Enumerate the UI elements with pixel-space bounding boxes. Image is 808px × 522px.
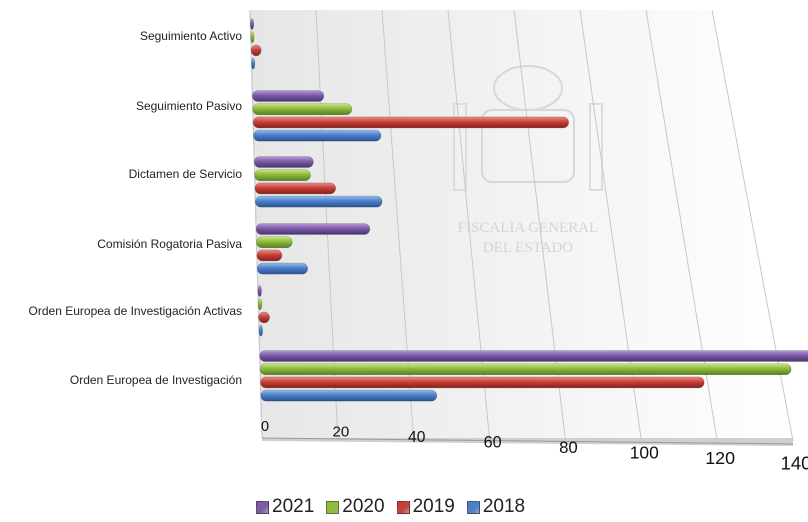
bar-2021 [253, 156, 314, 168]
category-label: Orden Europea de Investigación Activas [29, 304, 242, 318]
x-tick-label: 20 [332, 423, 349, 440]
x-tick-label: 140 [781, 452, 808, 473]
gridline [249, 9, 263, 439]
watermark: FISCALIA GENERAL DEL ESTADO [453, 65, 603, 256]
bars [250, 18, 808, 402]
x-tick-label: 100 [630, 442, 659, 462]
category-label: Comisión Rogatoria Pasiva [97, 237, 242, 251]
bar-2018 [258, 324, 263, 337]
bar-2019 [260, 376, 705, 389]
bar-2020 [252, 103, 353, 115]
bar-2019 [252, 116, 569, 129]
bar-2019 [254, 182, 336, 195]
legend-label: 2020 [342, 496, 385, 517]
bar-2021 [252, 90, 325, 102]
legend-item-2018: 2018 [466, 496, 526, 518]
watermark-text: DEL ESTADO [483, 240, 573, 256]
bar-2020 [257, 298, 263, 311]
legend-label: 2019 [412, 496, 455, 517]
x-tick-label: 0 [261, 419, 269, 435]
legend-item-2020: 2020 [326, 496, 385, 518]
bar-2020 [259, 363, 792, 376]
x-axis-ticks: 0 20 40 60 80 100 120 140 [261, 419, 808, 473]
bar-2020 [256, 236, 293, 248]
bar-2019 [256, 249, 283, 262]
watermark-shield [481, 109, 575, 183]
x-tick-label: 40 [408, 429, 426, 446]
bar-2018 [255, 195, 383, 208]
legend-swatch [396, 500, 410, 514]
watermark-column [453, 103, 467, 191]
x-tick-label: 60 [484, 433, 502, 451]
bar-2021 [257, 285, 262, 297]
legend-swatch [326, 500, 340, 514]
bar-2018 [260, 389, 438, 402]
legend-item-2021: 2021 [256, 496, 314, 518]
bar-2020 [250, 31, 255, 44]
category-label: Seguimiento Activo [140, 29, 242, 43]
x-axis-line [261, 437, 794, 445]
category-label: Orden Europea de Investigación [70, 373, 242, 387]
legend-item-2019: 2019 [396, 496, 455, 518]
legend: 2021 2020 2019 2018 [256, 496, 525, 518]
bar-2021 [255, 223, 371, 235]
bar-2018 [253, 129, 382, 142]
bar-2019 [250, 44, 262, 57]
bar-2020 [254, 169, 311, 181]
bar-2019 [258, 311, 270, 324]
category-labels: Seguimiento Activo Seguimiento Pasivo Dict… [29, 29, 243, 387]
watermark-column [589, 103, 603, 191]
legend-swatch [466, 500, 480, 514]
legend-swatch [256, 500, 269, 514]
bar-2018 [251, 57, 256, 70]
legend-label: 2018 [482, 496, 526, 517]
x-tick-label: 120 [705, 448, 735, 468]
x-tick-label: 80 [559, 438, 578, 457]
bar-2021 [250, 18, 255, 30]
bar-2018 [256, 262, 308, 275]
category-label: Seguimiento Pasivo [136, 99, 242, 113]
legend-label: 2021 [272, 496, 315, 517]
bar-2021 [259, 350, 808, 362]
watermark-text: FISCALIA GENERAL [458, 220, 598, 236]
category-label: Dictamen de Servicio [129, 167, 243, 181]
